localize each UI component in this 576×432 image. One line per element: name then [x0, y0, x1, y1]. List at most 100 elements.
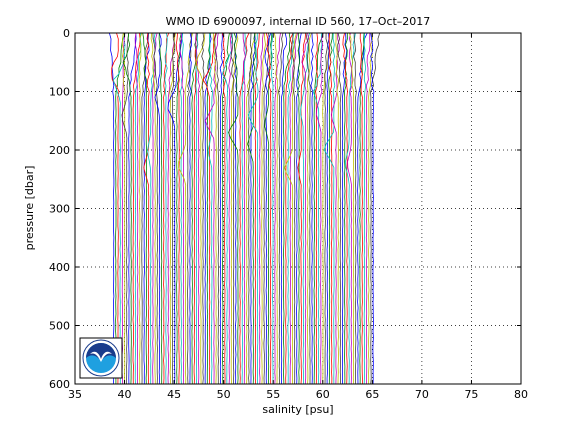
salinity-profile-line	[204, 32, 219, 384]
salinity-profile-line	[342, 32, 348, 385]
salinity-profile-line	[241, 32, 247, 385]
salinity-profile-line	[250, 32, 256, 385]
salinity-profile-line	[247, 32, 259, 385]
x-tick-label: 45	[167, 388, 181, 401]
salinity-profile-line	[296, 32, 302, 385]
salinity-profile-line	[152, 32, 158, 384]
salinity-profile-line	[283, 32, 291, 385]
salinity-profile-line	[291, 33, 296, 385]
x-tick-label: 40	[118, 388, 132, 401]
salinity-profile-line	[273, 32, 279, 385]
y-tick-label: 300	[49, 203, 70, 216]
y-tick-label: 200	[49, 144, 70, 157]
salinity-profile-line	[289, 32, 298, 384]
x-tick-label: 50	[217, 388, 231, 401]
salinity-profile-line	[111, 32, 120, 385]
salinity-profile-line	[307, 32, 312, 385]
salinity-profile-line	[196, 32, 206, 385]
x-tick-label: 55	[266, 388, 280, 401]
salinity-profile-line	[112, 32, 126, 384]
salinity-profile-line	[147, 32, 157, 384]
salinity-profile-line	[132, 32, 141, 385]
salinity-profile-line	[254, 32, 260, 385]
y-tick-labels: 0 100 200 300 400 500 600	[49, 27, 70, 391]
y-tick-label: 500	[49, 320, 70, 333]
y-axis-label: pressure [dbar]	[23, 166, 36, 251]
logo-disc-upper	[86, 343, 116, 361]
y-tick-label: 100	[49, 86, 70, 99]
salinity-profile-line	[259, 32, 264, 385]
salinity-profiles	[109, 32, 381, 385]
x-tick-label: 35	[68, 388, 82, 401]
salinity-profile-line	[115, 32, 124, 384]
salinity-profile-line	[305, 32, 311, 384]
logo-wordmark: NOAA	[93, 347, 109, 353]
salinity-profile-line	[204, 32, 212, 385]
chart-title: WMO ID 6900097, internal ID 560, 17–Oct–…	[166, 15, 431, 28]
salinity-profile-line	[167, 32, 176, 385]
salinity-profile-line	[323, 32, 336, 385]
salinity-profile-line	[343, 32, 348, 385]
salinity-profile-line	[274, 32, 281, 385]
salinity-profile-line	[143, 32, 150, 384]
salinity-profile-line	[270, 32, 274, 385]
salinity-profile-line	[121, 32, 130, 384]
salinity-profile-line	[158, 32, 163, 384]
x-tick-label: 65	[365, 388, 379, 401]
salinity-profile-line	[263, 32, 270, 385]
salinity-profile-line	[368, 32, 374, 385]
salinity-profile-line	[261, 32, 266, 385]
salinity-profile-line	[212, 32, 218, 385]
salinity-profile-line	[134, 32, 139, 385]
salinity-profile-line	[315, 32, 324, 385]
salinity-profile-line	[347, 32, 353, 385]
y-tick-label: 600	[49, 378, 70, 391]
salinity-profile-line	[195, 33, 199, 385]
salinity-profile-line	[202, 32, 217, 384]
salinity-profile-line	[167, 32, 183, 385]
x-axis-label: salinity [psu]	[262, 403, 333, 416]
salinity-profile-line	[187, 32, 192, 385]
salinity-profile-line	[365, 32, 371, 385]
x-tick-label: 80	[514, 388, 528, 401]
salinity-profile-line	[285, 32, 294, 385]
salinity-profile-line	[348, 32, 355, 385]
salinity-profile-line	[176, 32, 182, 385]
salinity-profile-line	[193, 32, 199, 385]
salinity-profile-line	[239, 32, 250, 385]
salinity-profile-line	[359, 32, 363, 385]
salinity-profile-line	[221, 32, 233, 385]
salinity-profile-line	[328, 32, 333, 385]
noaa-logo: NOAA	[79, 337, 123, 379]
salinity-profile-line	[122, 32, 132, 385]
salinity-profile-line	[301, 32, 310, 385]
x-tick-labels: 35 40 45 50 55 60 65 70 75 80	[68, 388, 528, 401]
salinity-profile-line	[121, 32, 126, 385]
salinity-profile-line	[247, 32, 257, 385]
salinity-profile-line	[175, 32, 180, 384]
y-tick-label: 0	[63, 27, 70, 40]
salinity-profile-line	[164, 32, 168, 385]
salinity-profile-line	[280, 32, 287, 385]
salinity-profile-line	[265, 32, 272, 385]
salinity-profile-line	[341, 32, 348, 384]
salinity-profile-line	[242, 32, 246, 384]
salinity-profile-line	[138, 32, 143, 385]
salinity-profile-line	[141, 32, 149, 385]
salinity-profile-line	[191, 32, 198, 385]
salinity-profile-line	[264, 32, 272, 385]
x-tick-label: 75	[464, 388, 478, 401]
salinity-profile-line	[324, 32, 329, 385]
salinity-profile-line	[195, 32, 200, 385]
salinity-profile-line	[326, 32, 330, 384]
salinity-profile-line	[163, 32, 170, 385]
salinity-profile-line	[221, 32, 226, 385]
salinity-profile-line	[152, 32, 158, 385]
salinity-profile-line	[297, 32, 306, 385]
salinity-profile-line	[313, 32, 323, 384]
salinity-profile-line	[370, 32, 375, 385]
salinity-profile-line	[207, 33, 214, 384]
salinity-profile-line	[134, 32, 142, 385]
salinity-profile-line	[154, 32, 162, 385]
